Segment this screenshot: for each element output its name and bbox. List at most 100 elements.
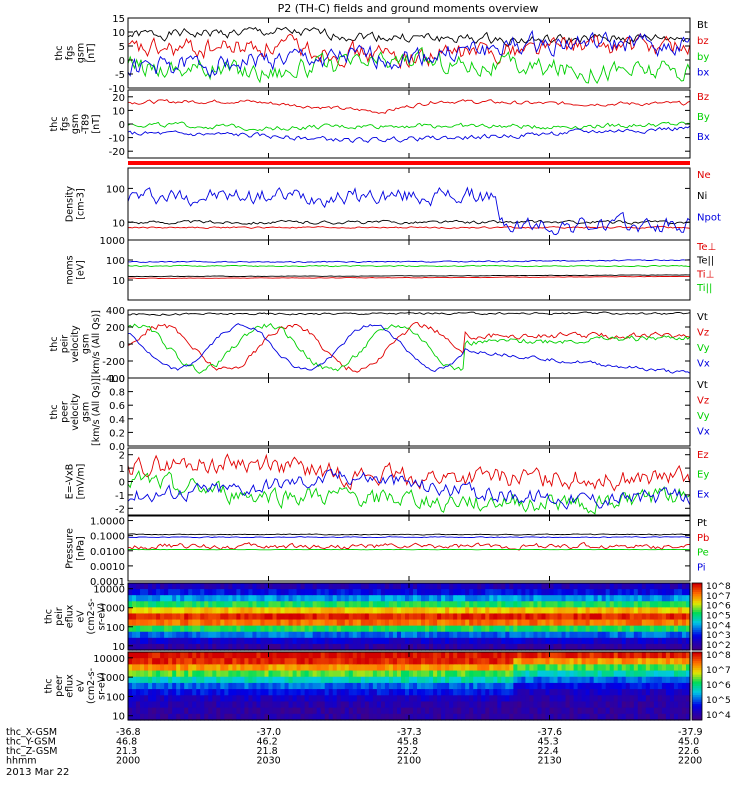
y-tick-label: 0 (119, 478, 125, 489)
heatmap-cell (637, 631, 643, 639)
heatmap-cell (248, 631, 254, 639)
heatmap-cell (308, 595, 314, 602)
heatmap-cell (356, 689, 362, 696)
heatmap-cell (601, 643, 607, 651)
heatmap-cell (376, 619, 382, 627)
heatmap-cell (417, 601, 422, 608)
heatmap-cell (513, 631, 518, 639)
heatmap-cell (360, 583, 366, 590)
heatmap-cell (272, 701, 278, 709)
heatmap-cell (677, 595, 683, 602)
heatmap-cell (148, 701, 153, 709)
heatmap-cell (565, 682, 571, 690)
heatmap-cell (669, 583, 675, 590)
heatmap-cell (260, 676, 266, 684)
heatmap-cell (212, 601, 217, 608)
heatmap-cell (537, 713, 543, 721)
heatmap-cell (685, 658, 691, 665)
heatmap-cell (248, 701, 254, 709)
heatmap-cell (633, 676, 639, 684)
heatmap-cell (433, 583, 438, 590)
heatmap-cell (352, 707, 358, 715)
heatmap-cell (593, 631, 599, 639)
heatmap-cell (272, 631, 278, 639)
heatmap-cell (308, 713, 314, 721)
heatmap-cell (469, 637, 474, 645)
heatmap-cell (144, 664, 149, 672)
colorbar-cell (692, 594, 702, 597)
heatmap-cell (136, 601, 141, 608)
heatmap-cell (469, 589, 474, 596)
heatmap-cell (553, 670, 559, 678)
heatmap-cell (276, 670, 282, 678)
heatmap-cell (657, 664, 663, 672)
heatmap-cell (400, 676, 406, 684)
heatmap-cell (561, 676, 567, 684)
heatmap-cell (589, 652, 595, 659)
ephemeris-label: thc_Y-GSM (6, 737, 56, 748)
heatmap-cell (581, 658, 587, 665)
heatmap-cell (549, 601, 555, 608)
heatmap-cell (433, 695, 438, 703)
heatmap-cell (264, 695, 270, 703)
heatmap-cell (392, 658, 398, 665)
heatmap-cell (340, 713, 346, 721)
heatmap-cell (272, 595, 278, 602)
heatmap-cell (601, 625, 607, 633)
legend-bz: bz (697, 36, 709, 47)
heatmap-cell (196, 713, 201, 721)
heatmap-cell (272, 625, 278, 633)
heatmap-cell (613, 682, 619, 690)
heatmap-cell (264, 595, 270, 602)
heatmap-cell (252, 658, 258, 665)
heatmap-cell (176, 695, 181, 703)
heatmap-cell (521, 664, 527, 672)
heatmap-cell (461, 643, 466, 651)
heatmap-cell (344, 695, 350, 703)
heatmap-cell (340, 631, 346, 639)
heatmap-cell (617, 652, 623, 659)
y-tick-label: 100 (106, 184, 125, 195)
heatmap-cell (649, 589, 655, 596)
heatmap-cell (140, 595, 145, 602)
heatmap-cell (320, 595, 326, 602)
heatmap-cell (156, 613, 161, 621)
heatmap-cell (380, 652, 386, 659)
heatmap-cell (244, 607, 250, 615)
heatmap-cell (553, 676, 559, 684)
heatmap-cell (501, 701, 506, 709)
heatmap-cell (312, 689, 318, 696)
heatmap-cell (284, 595, 290, 602)
heatmap-cell (388, 701, 394, 709)
legend-Te⊥: Te⊥ (696, 242, 716, 253)
heatmap-cell (236, 601, 241, 608)
heatmap-cell (433, 689, 438, 696)
heatmap-cell (168, 643, 173, 651)
colorbar-cell (692, 589, 702, 593)
heatmap-cell (404, 613, 410, 621)
heatmap-cell (581, 595, 587, 602)
heatmap-cell (421, 713, 426, 721)
heatmap-cell (421, 670, 426, 678)
heatmap-cell (288, 689, 294, 696)
heatmap-cell (489, 601, 494, 608)
heatmap-cell (609, 713, 615, 721)
heatmap-cell (224, 701, 229, 709)
heatmap-cell (669, 664, 675, 672)
heatmap-cell (320, 682, 326, 690)
heatmap-cell (264, 631, 270, 639)
heatmap-cell (232, 652, 237, 659)
heatmap-cell (613, 664, 619, 672)
heatmap-cell (156, 695, 161, 703)
heatmap-cell (396, 643, 402, 651)
heatmap-cell (332, 637, 338, 645)
heatmap-cell (320, 631, 326, 639)
heatmap-cell (388, 637, 394, 645)
heatmap-cell (140, 695, 145, 703)
heatmap-cell (184, 707, 189, 715)
heatmap-cell (400, 637, 406, 645)
heatmap-cell (392, 637, 398, 645)
heatmap-cell (465, 619, 470, 627)
colorbar-cell (692, 600, 702, 604)
heatmap-cell (429, 652, 434, 659)
